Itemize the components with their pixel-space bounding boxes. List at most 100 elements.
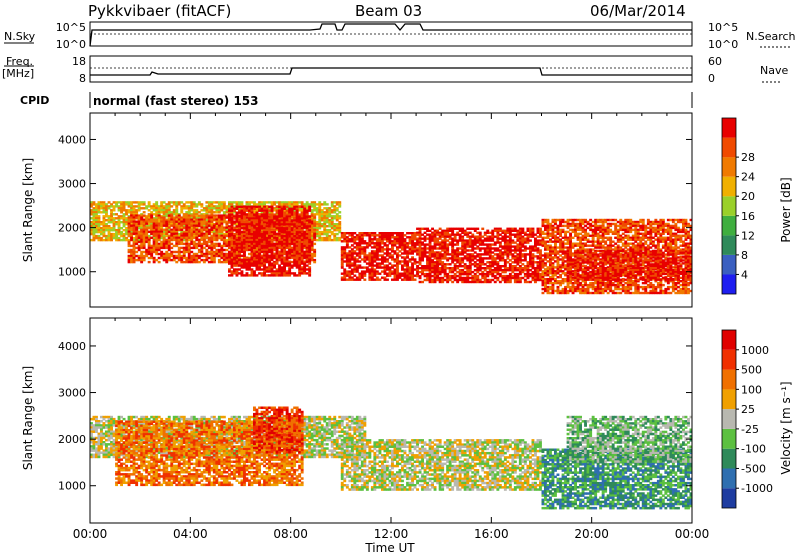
heatmap-cell <box>293 205 297 208</box>
heatmap-cell <box>255 209 259 212</box>
heatmap-cell <box>298 256 302 260</box>
heatmap-cell <box>493 241 497 244</box>
heatmap-cell <box>120 238 123 242</box>
heatmap-cell <box>140 218 144 221</box>
heatmap-cell <box>310 258 314 262</box>
heatmap-cell <box>145 248 149 252</box>
heatmap-cell <box>240 217 244 220</box>
heatmap-cell <box>461 227 465 230</box>
heatmap-cell <box>265 219 269 222</box>
heatmap-cell <box>476 276 480 280</box>
heatmap-cell <box>142 232 146 235</box>
heatmap-cell <box>250 268 254 271</box>
heatmap-cell <box>300 260 304 263</box>
heatmap-cell <box>127 205 131 208</box>
heatmap-cell <box>172 250 176 254</box>
heatmap-cell <box>300 207 304 210</box>
heatmap-cell <box>167 217 171 220</box>
heatmap-cell <box>348 272 352 275</box>
heatmap-cell <box>426 237 429 240</box>
heatmap-cell <box>202 234 206 237</box>
heatmap-cell <box>142 214 146 217</box>
heatmap-cell <box>416 247 419 250</box>
heatmap-cell <box>270 203 274 206</box>
heatmap-cell <box>353 266 357 269</box>
heatmap-cell <box>265 211 269 214</box>
heatmap-cell <box>353 268 357 271</box>
heatmap-cell <box>270 236 274 240</box>
heatmap-cell <box>250 256 254 259</box>
heatmap-cell <box>202 242 206 246</box>
heatmap-cell <box>170 252 174 256</box>
heatmap-cell <box>295 205 299 208</box>
heatmap-cell <box>230 258 234 261</box>
heatmap-cell <box>275 233 279 236</box>
heatmap-cell <box>137 230 141 233</box>
heatmap-cell <box>135 254 139 258</box>
heatmap-cell <box>230 260 234 263</box>
heatmap-cell <box>298 246 302 250</box>
heatmap-cell <box>375 234 379 237</box>
heatmap-cell <box>391 240 394 243</box>
heatmap-cell <box>248 244 251 248</box>
heatmap-cell <box>210 201 214 204</box>
heatmap-cell <box>421 269 424 272</box>
heatmap-cell <box>263 252 266 255</box>
heatmap-cell <box>185 230 189 234</box>
heatmap-cell <box>140 228 144 231</box>
heatmap-cell <box>268 238 271 242</box>
heatmap-cell <box>391 258 394 261</box>
heatmap-cell <box>243 248 246 252</box>
heatmap-cell <box>162 238 166 242</box>
heatmap-cell <box>313 214 317 217</box>
heatmap-cell <box>155 234 159 237</box>
heatmap-cell <box>391 264 394 267</box>
heatmap-cell <box>228 250 231 254</box>
heatmap-cell <box>90 211 93 214</box>
heatmap-cell <box>451 280 455 284</box>
heatmap-cell <box>431 231 434 234</box>
heatmap-cell <box>368 274 372 277</box>
heatmap-cell <box>140 238 144 242</box>
heatmap-cell <box>483 274 487 278</box>
heatmap-cell <box>235 262 239 265</box>
heatmap-cell <box>471 249 475 252</box>
heatmap-cell <box>396 274 399 277</box>
heatmap-cell <box>205 224 209 227</box>
heatmap-cell <box>418 229 422 232</box>
heatmap-cell <box>207 230 211 233</box>
heatmap-cell <box>288 229 292 232</box>
heatmap-cell <box>175 211 179 214</box>
heatmap-cell <box>142 238 146 242</box>
heatmap-cell <box>180 211 184 214</box>
heatmap-cell <box>220 238 224 242</box>
heatmap-cell <box>283 235 286 238</box>
heatmap-cell <box>463 272 467 276</box>
heatmap-cell <box>363 240 367 243</box>
heatmap-cell <box>288 268 292 271</box>
heatmap-cell <box>243 256 246 260</box>
heatmap-cell <box>401 268 404 271</box>
heatmap-cell <box>155 236 159 239</box>
heatmap-cell <box>273 266 276 269</box>
heatmap-cell <box>298 242 302 246</box>
heatmap-cell <box>466 270 470 274</box>
heatmap-cell <box>200 226 204 229</box>
heatmap-cell <box>253 217 256 220</box>
heatmap-cell <box>446 233 450 236</box>
heatmap-cell <box>288 236 292 239</box>
heatmap-cell <box>243 205 246 208</box>
heatmap-cell <box>250 260 254 263</box>
heatmap-cell <box>496 233 500 236</box>
heatmap-cell <box>225 230 229 233</box>
heatmap-cell <box>145 236 149 239</box>
heatmap-cell <box>212 207 216 210</box>
heatmap-cell <box>411 278 414 281</box>
heatmap-cell <box>406 236 409 239</box>
heatmap-cell <box>90 223 93 226</box>
heatmap-cell <box>278 213 281 216</box>
heatmap-cell <box>248 217 251 220</box>
heatmap-cell <box>443 239 447 242</box>
heatmap-cell <box>478 247 482 250</box>
heatmap-cell <box>230 252 234 255</box>
